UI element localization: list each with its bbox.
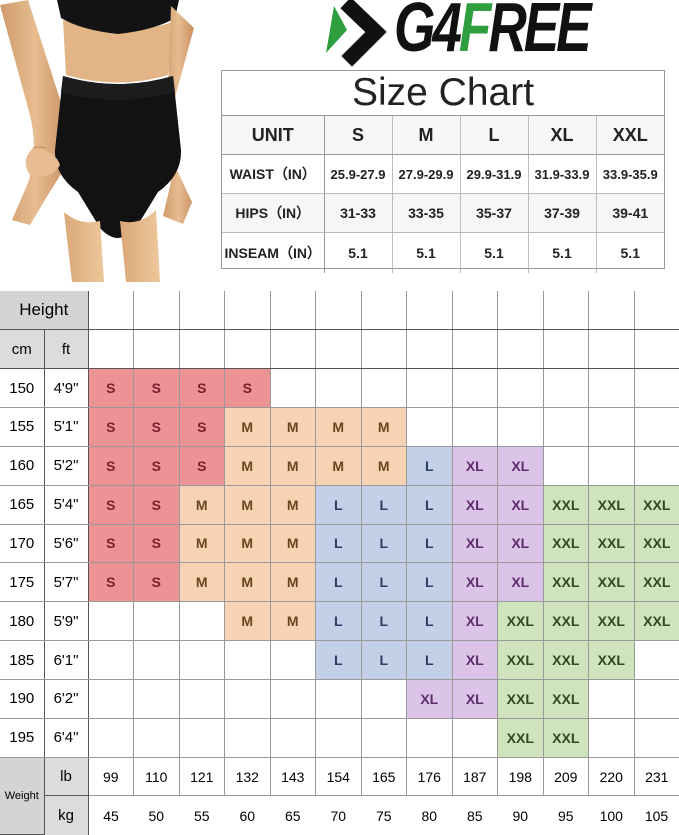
svg-text:G4FREE: G4FREE [394, 0, 593, 67]
